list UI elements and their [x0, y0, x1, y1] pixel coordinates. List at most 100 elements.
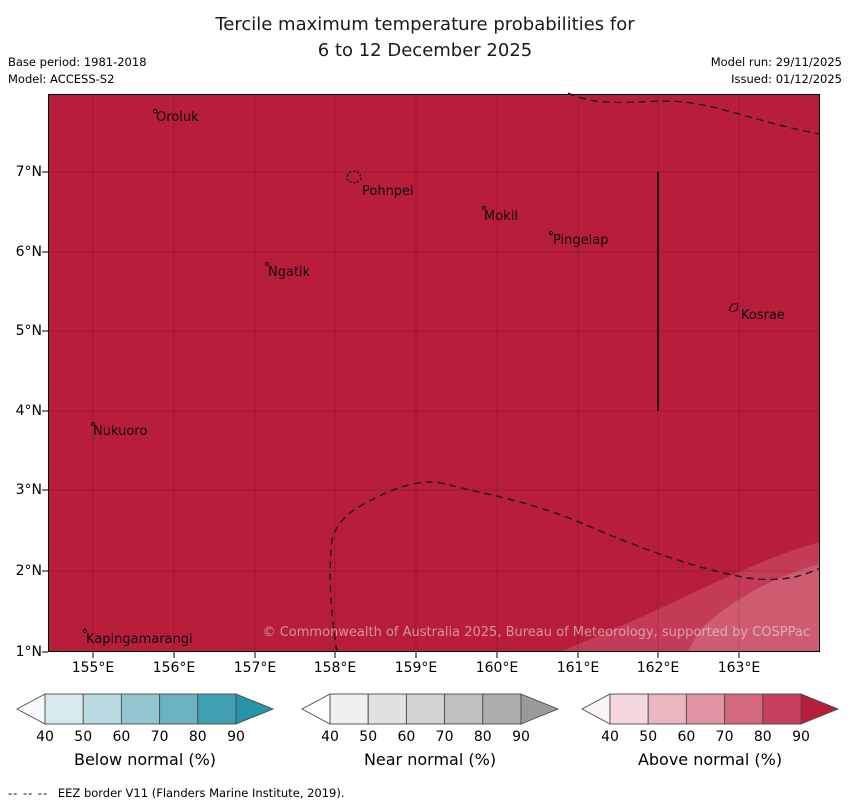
kosrae-island-outline	[728, 303, 739, 313]
legend-swatch	[444, 693, 484, 725]
place-label-ngatik: Ngatik	[268, 265, 311, 280]
legend-tick: 50	[639, 729, 657, 744]
title-line-1: Tercile maximum temperature probabilitie…	[215, 14, 635, 35]
legend-swatch	[44, 693, 84, 725]
legend-swatch	[482, 693, 522, 725]
y-axis-tick-label: 3°N	[15, 482, 42, 498]
map-area: Oroluk Pohnpei Mokil Pingelap Ngatik Kos…	[42, 92, 821, 658]
nukuoro-islet-mark	[90, 421, 96, 427]
legend-tick: 80	[189, 729, 207, 744]
legend-swatch	[724, 693, 764, 725]
y-axis-tick-label: 2°N	[15, 563, 42, 579]
legend-swatch	[120, 693, 161, 725]
legend-arrow-left-icon	[301, 693, 331, 725]
legend-colorbar-near: 40 50 60 70 80 90	[301, 693, 560, 745]
legend-title-above-normal: Above normal (%)	[637, 750, 783, 769]
legend-arrow-left-icon	[16, 693, 46, 725]
y-axis-tick-label: 7°N	[15, 164, 42, 180]
place-label-mokil: Mokil	[484, 209, 518, 224]
x-axis-tick-label: 158°E	[313, 660, 357, 676]
x-axis-tick-label: 159°E	[394, 660, 438, 676]
map-base-fill	[48, 94, 820, 652]
eez-note-text: EEZ border V11 (Flanders Marine Institut…	[57, 786, 345, 800]
legend-tick: 70	[716, 729, 734, 744]
eez-dash-symbol: -- -- --	[8, 786, 49, 800]
legend-near-normal: 40 50 60 70 80 90 Near normal (%)	[295, 692, 565, 769]
legend-swatch	[159, 693, 199, 725]
title-line-2: 6 to 12 December 2025	[317, 40, 533, 61]
legend-colorbar-below: 40 50 60 70 80 90	[16, 693, 275, 745]
issued-text: Issued: 01/12/2025	[731, 72, 842, 86]
place-label-oroluk: Oroluk	[156, 110, 199, 125]
kapingamarangi-islet-mark	[82, 628, 88, 634]
map-plot	[42, 92, 821, 658]
x-axis-tick-label: 161°E	[556, 660, 600, 676]
x-axis-tick-label: 160°E	[475, 660, 519, 676]
legend-below-normal: 40 50 60 70 80 90 Below normal (%)	[10, 692, 280, 769]
legend-arrow-right-icon	[520, 693, 560, 725]
legend-swatch	[609, 693, 649, 725]
eez-border-lines	[329, 92, 821, 653]
legend-swatch	[82, 693, 122, 725]
legend-tick: 40	[601, 729, 619, 744]
x-axis-tick-label: 155°E	[71, 660, 115, 676]
copyright-text: © Commonwealth of Australia 2025, Bureau…	[262, 625, 810, 640]
legend-arrow-left-icon	[581, 693, 611, 725]
run-metadata-left: Base period: 1981-2018 Model: ACCESS-S2	[8, 54, 147, 88]
model-run-text: Model run: 29/11/2025	[710, 55, 842, 69]
x-axis-tick-label: 163°E	[717, 660, 761, 676]
legend-title-near-normal: Near normal (%)	[363, 750, 497, 769]
gridlines	[48, 94, 820, 652]
legend-tick: 80	[754, 729, 772, 744]
legend-tick: 50	[74, 729, 92, 744]
legend-tick: 90	[227, 729, 245, 744]
legend-swatch	[367, 693, 407, 725]
legend-swatch	[647, 693, 687, 725]
footer-eez-note: -- -- -- EEZ border V11 (Flanders Marine…	[8, 786, 345, 800]
place-label-pingelap: Pingelap	[553, 233, 609, 248]
axis-ticks	[42, 171, 740, 658]
probability-band-lightest	[688, 564, 820, 652]
legend-swatch	[762, 693, 802, 725]
legend-title-below-normal: Below normal (%)	[73, 750, 217, 769]
plot-frame	[48, 94, 820, 652]
x-axis-tick-label: 162°E	[636, 660, 680, 676]
model-text: Model: ACCESS-S2	[8, 72, 115, 86]
legend-tick: 90	[792, 729, 810, 744]
legend-tick: 40	[321, 729, 339, 744]
legend-arrow-right-icon	[235, 693, 275, 725]
legend-tick: 60	[677, 729, 695, 744]
y-axis-tick-label: 4°N	[15, 403, 42, 419]
pingelap-islet-mark	[548, 230, 554, 236]
legend-tick: 60	[112, 729, 130, 744]
legend-tick: 50	[359, 729, 377, 744]
y-axis-tick-label: 5°N	[15, 323, 42, 339]
legend-tick: 70	[151, 729, 169, 744]
legend-swatch	[197, 693, 237, 725]
legend-arrow-right-icon	[800, 693, 840, 725]
legend-tick: 40	[36, 729, 54, 744]
x-axis-tick-label: 156°E	[152, 660, 196, 676]
legend-above-normal: 40 50 60 70 80 90 Above normal (%)	[575, 692, 845, 769]
place-label-pohnpei: Pohnpei	[362, 184, 414, 199]
pohnpei-island-outline	[346, 170, 362, 184]
x-axis-tick-label: 157°E	[233, 660, 277, 676]
place-label-nukuoro: Nukuoro	[93, 424, 148, 439]
legend-swatch	[685, 693, 726, 725]
oroluk-islet-mark	[152, 108, 158, 114]
legend-tick: 80	[474, 729, 492, 744]
page-title: Tercile maximum temperature probabilitie…	[0, 12, 850, 64]
legend-swatch	[329, 693, 369, 725]
y-axis-tick-label: 1°N	[15, 644, 42, 660]
legend-tick: 70	[436, 729, 454, 744]
legend-tick: 60	[397, 729, 415, 744]
run-metadata-right: Model run: 29/11/2025 Issued: 01/12/2025	[711, 54, 842, 88]
y-axis-tick-label: 6°N	[15, 244, 42, 260]
place-label-kapingamarangi: Kapingamarangi	[86, 632, 193, 647]
base-period-text: Base period: 1981-2018	[8, 55, 147, 69]
place-label-kosrae: Kosrae	[741, 308, 785, 323]
legend-swatch	[405, 693, 446, 725]
ngatik-islet-mark	[264, 261, 270, 267]
mokil-islet-mark	[481, 205, 487, 211]
